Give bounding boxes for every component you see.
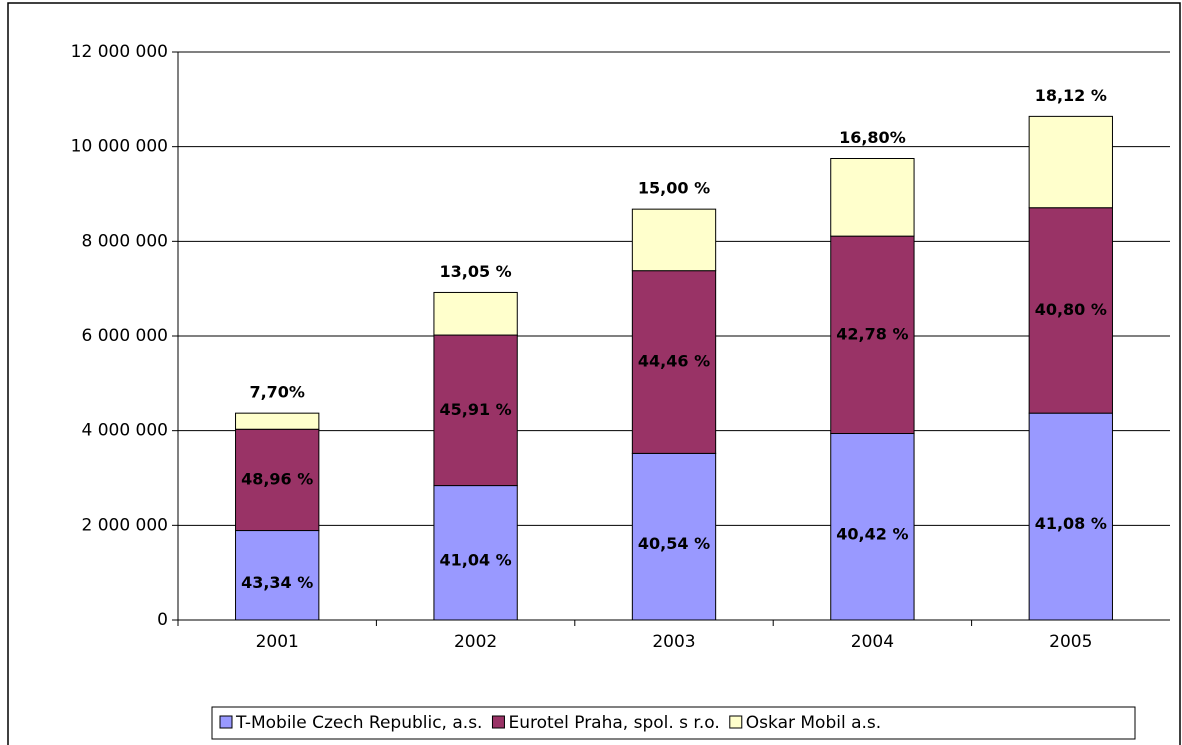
share-label: 16,80% <box>839 128 906 147</box>
chart-frame <box>7 2 1181 745</box>
bar-segment <box>1028 115 1113 209</box>
legend-label: Eurotel Praha, spol. s r.o. <box>508 713 719 733</box>
bar-segment <box>830 235 915 435</box>
legend-label: Oskar Mobil a.s. <box>746 713 881 733</box>
y-tick-label: 12 000 000 <box>71 42 168 62</box>
legend-swatch <box>219 715 233 729</box>
share-label: 18,12 % <box>1035 86 1107 105</box>
bar-segment <box>433 291 518 336</box>
bar-segment <box>631 208 717 272</box>
bar-segment <box>235 412 320 430</box>
share-label: 40,80 % <box>1035 300 1107 319</box>
share-label: 42,78 % <box>836 324 908 343</box>
bar-segment <box>1028 412 1113 621</box>
y-tick-label: 4 000 000 <box>81 421 168 441</box>
y-tick-label: 6 000 000 <box>81 326 168 346</box>
legend-swatch <box>729 715 743 729</box>
legend-label: T-Mobile Czech Republic, a.s. <box>235 713 482 733</box>
bar-segment <box>631 270 717 454</box>
x-tick-label: 2003 <box>652 632 695 652</box>
x-tick-label: 2004 <box>851 632 894 652</box>
bar-segment <box>830 158 915 237</box>
x-tick-label: 2002 <box>454 632 497 652</box>
legend-box <box>211 706 1136 740</box>
share-label: 13,05 % <box>439 262 511 281</box>
bar-segment <box>433 334 518 487</box>
y-tick-label: 8 000 000 <box>81 231 168 251</box>
share-label: 45,91 % <box>439 400 511 419</box>
x-tick-label: 2005 <box>1049 632 1092 652</box>
share-label: 7,70% <box>249 383 305 402</box>
share-label: 48,96 % <box>241 469 313 488</box>
share-label: 41,04 % <box>439 550 511 569</box>
legend-swatch <box>491 715 505 729</box>
bar-segment <box>1028 207 1113 414</box>
share-label: 15,00 % <box>638 179 710 198</box>
bar-segment <box>235 530 320 621</box>
bar-segment <box>830 433 915 621</box>
share-label: 44,46 % <box>638 352 710 371</box>
x-tick-label: 2001 <box>256 632 299 652</box>
legend: T-Mobile Czech Republic, a.s. Eurotel Pra… <box>211 706 1136 740</box>
y-tick-label: 0 <box>157 610 168 630</box>
y-tick-label: 10 000 000 <box>71 137 168 157</box>
share-label: 40,42 % <box>836 524 908 543</box>
share-label: 40,54 % <box>638 534 710 553</box>
share-label: 41,08 % <box>1035 514 1107 533</box>
y-tick-label: 2 000 000 <box>81 515 168 535</box>
bar-segment <box>235 428 320 532</box>
share-label: 43,34 % <box>241 573 313 592</box>
bar-segment <box>631 452 717 621</box>
